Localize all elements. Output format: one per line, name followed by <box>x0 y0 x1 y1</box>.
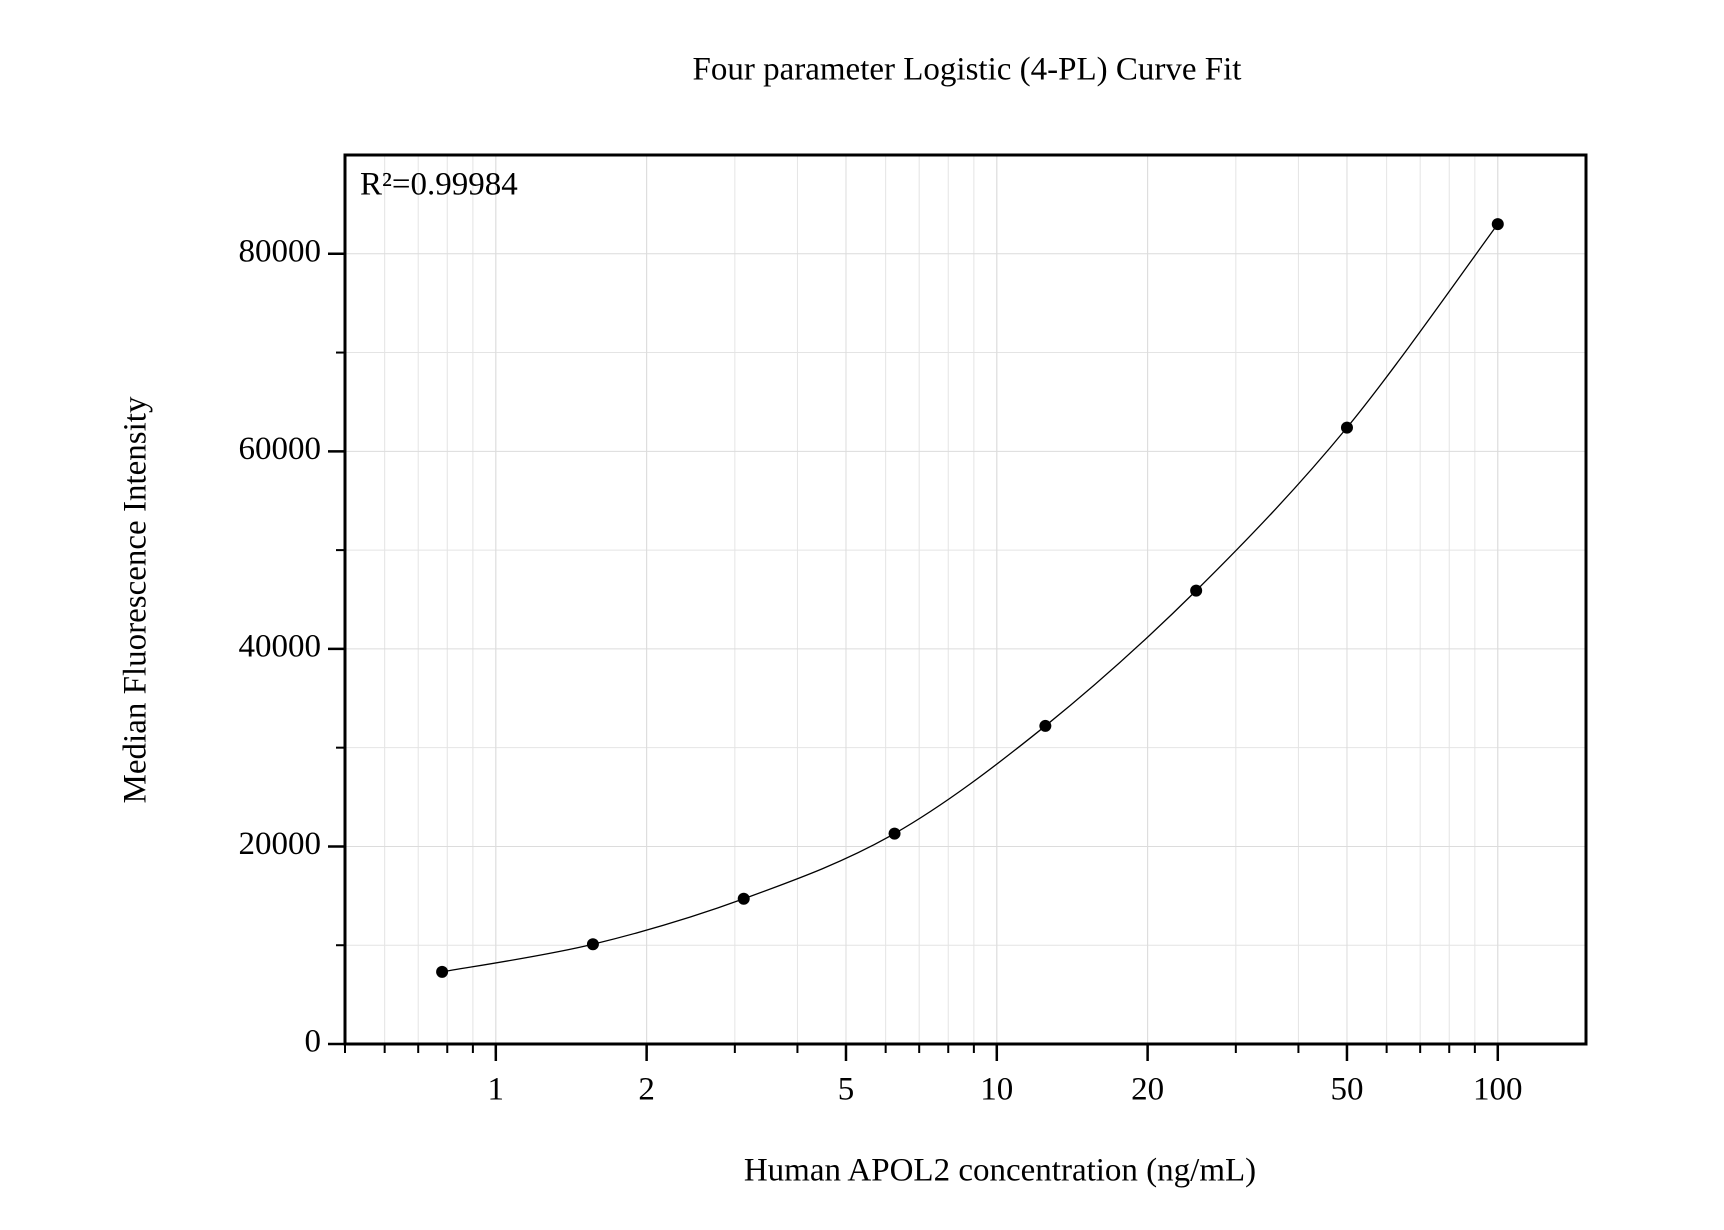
annotation: R²=0.99984 <box>360 167 518 203</box>
data-point <box>586 938 599 951</box>
x-tick-label: 20 <box>1131 1072 1164 1108</box>
x-axis-label: Human APOL2 concentration (ng/mL) <box>744 1153 1256 1189</box>
y-tick-label: 60000 <box>239 431 322 467</box>
x-tick-label: 10 <box>980 1072 1013 1108</box>
x-tick-label: 100 <box>1473 1072 1523 1108</box>
x-tick-label: 1 <box>488 1072 505 1108</box>
data-point <box>1340 421 1353 434</box>
y-tick-label: 40000 <box>239 628 322 664</box>
x-tick-label: 5 <box>838 1072 855 1108</box>
data-point <box>1039 719 1052 732</box>
plot-frame <box>343 153 1588 1046</box>
y-tick-label: 80000 <box>239 233 322 269</box>
y-axis-label: Median Fluorescence Intensity <box>118 396 154 803</box>
data-point <box>888 827 901 840</box>
x-tick-label: 2 <box>638 1072 655 1108</box>
data-point <box>436 965 449 978</box>
data-point <box>737 892 750 905</box>
x-tick-label: 50 <box>1330 1072 1363 1108</box>
data-point <box>1491 218 1504 231</box>
y-tick-label: 0 <box>305 1024 322 1060</box>
y-tick-label: 20000 <box>239 826 322 862</box>
chart-title: Four parameter Logistic (4-PL) Curve Fit <box>693 52 1242 88</box>
data-point <box>1190 584 1203 597</box>
fit-curve <box>441 223 1499 973</box>
